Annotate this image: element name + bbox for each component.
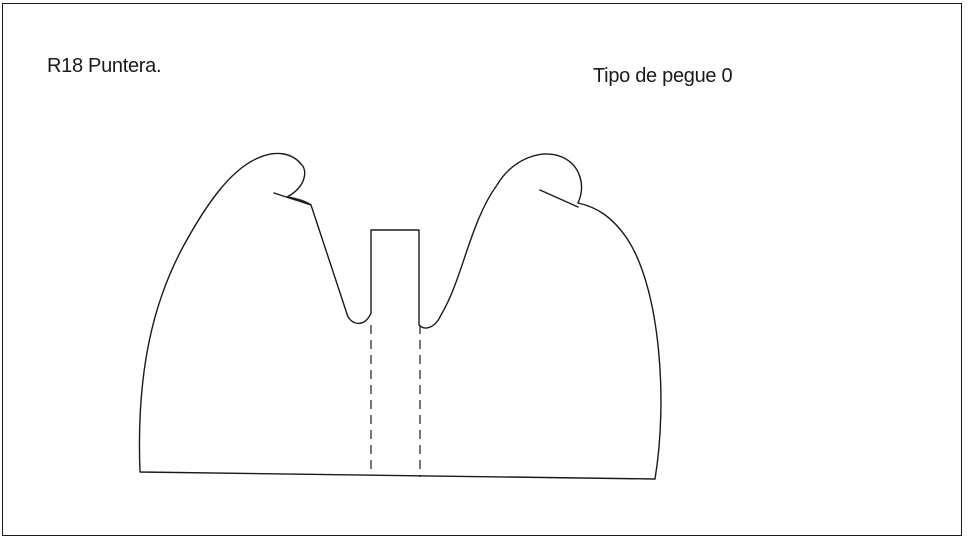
left-fold-line — [273, 192, 312, 206]
piece-title: R18 Puntera. — [47, 55, 162, 77]
diagram-frame — [2, 3, 962, 536]
join-type-label: Tipo de pegue 0 — [593, 65, 733, 87]
pattern-outline — [138, 152, 662, 480]
right-fold-line — [539, 189, 579, 208]
